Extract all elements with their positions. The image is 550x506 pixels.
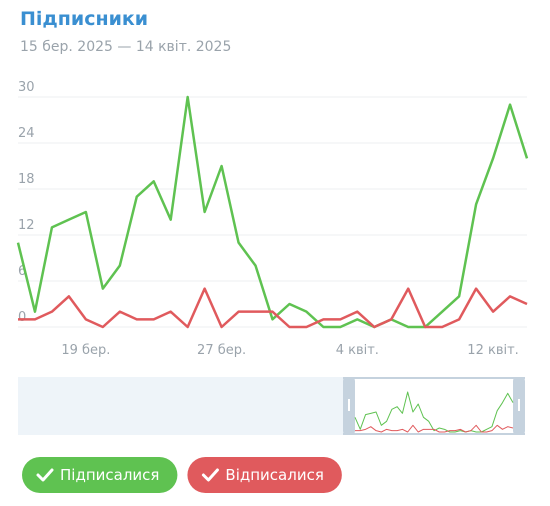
chart-subtitle: 15 бер. 2025 — 14 квіт. 2025 xyxy=(20,39,231,55)
legend-button[interactable]: Підписалися xyxy=(22,457,178,493)
legend-button[interactable]: Відписалися xyxy=(187,457,342,493)
series-line xyxy=(355,424,514,433)
navigator-border xyxy=(343,377,525,379)
x-tick-label: 4 квіт. xyxy=(336,343,379,358)
handle-grip xyxy=(518,399,520,411)
legend: Підписалися Відписалися xyxy=(22,457,342,493)
navigator[interactable] xyxy=(18,377,527,435)
x-tick-label: 19 бер. xyxy=(61,343,110,358)
navigator-shade xyxy=(18,377,344,435)
legend-label: Відписалися xyxy=(225,466,323,484)
handle-grip xyxy=(348,399,350,411)
y-tick-label: 18 xyxy=(18,172,35,187)
y-tick-label: 12 xyxy=(18,218,35,233)
y-tick-label: 0 xyxy=(18,310,26,325)
navigator-border xyxy=(343,433,525,435)
navigator-lines xyxy=(354,391,514,433)
x-tick-label: 12 квіт. xyxy=(467,343,519,358)
legend-pill xyxy=(187,457,342,493)
y-tick-label: 24 xyxy=(18,126,35,141)
check-icon xyxy=(36,468,54,482)
series-line xyxy=(16,95,529,329)
plot: 0 6 12 18 24 30 19 бер. 27 бер. 4 квіт. 12 квіт. xyxy=(16,80,529,358)
legend-label: Підписалися xyxy=(60,466,159,484)
series-line xyxy=(354,391,514,433)
y-tick-label: 30 xyxy=(18,80,35,95)
x-tick-label: 27 бер. xyxy=(197,343,246,358)
series-line xyxy=(18,287,528,329)
chart-title: Підписники xyxy=(20,8,148,30)
check-icon xyxy=(201,468,219,482)
y-tick-label: 6 xyxy=(18,264,26,279)
legend-pill xyxy=(22,457,178,493)
